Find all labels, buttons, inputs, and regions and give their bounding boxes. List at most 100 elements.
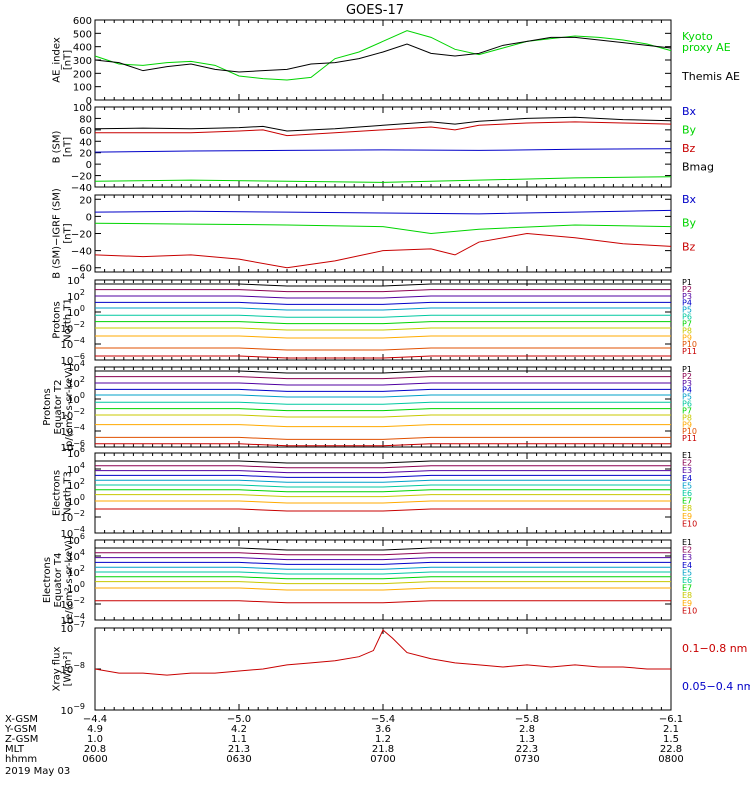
y-axis-label: [nT] — [63, 50, 74, 70]
y-tick-exponent: 4 — [80, 272, 85, 281]
series-line-e6 — [95, 484, 671, 488]
panel-frame — [94, 452, 672, 534]
legend-entry: E2 — [682, 546, 692, 555]
y-tick-label: 100 — [73, 83, 92, 94]
series-line-p7 — [95, 321, 671, 325]
legend-entry: E7 — [682, 497, 692, 506]
series-line-e9 — [95, 587, 671, 591]
y-tick-exponent: −4 — [73, 423, 85, 432]
series-line-p5 — [95, 394, 671, 398]
y-tick-label: 20 — [79, 149, 92, 160]
series-line-kyoto — [94, 30, 672, 81]
series-line-e10 — [95, 600, 671, 604]
legend-entry: E3 — [682, 553, 692, 562]
x-axis-tick-value: 2.1 — [663, 724, 679, 735]
legend-entry: P9 — [682, 333, 692, 342]
series-line-e2 — [95, 465, 671, 469]
legend-entry: Bz — [682, 240, 696, 253]
x-axis-tick-value: 4.2 — [231, 724, 247, 735]
legend-entry: P6 — [682, 313, 692, 322]
series-line-bx — [94, 209, 672, 215]
y-tick-exponent: −4 — [73, 612, 85, 621]
legend-entry: P11 — [682, 347, 697, 356]
y-tick-exponent: 4 — [80, 548, 85, 557]
x-axis-tick-value: 1.2 — [375, 734, 391, 745]
y-tick-exponent: −9 — [73, 702, 85, 711]
series-line-p10 — [95, 347, 671, 351]
legend-entry: P10 — [682, 340, 697, 349]
legend-entry: P2 — [682, 372, 692, 381]
series-line-e10 — [95, 508, 671, 512]
y-tick-exponent: −4 — [73, 525, 85, 534]
panel-frame — [94, 627, 672, 711]
series-line-p11 — [95, 443, 671, 447]
legend-entry: P10 — [682, 427, 697, 436]
series-line-e1 — [95, 460, 671, 464]
y-tick-label: 300 — [73, 56, 92, 67]
y-tick-label: 0 — [86, 160, 92, 171]
legend-entry: P6 — [682, 400, 692, 409]
y-axis-label: [e/(cm²-s-sr-keV)] — [64, 536, 75, 624]
y-tick-label: 20 — [79, 195, 92, 206]
series-line-e7 — [95, 489, 671, 493]
y-tick-label: 10−9 — [60, 702, 85, 717]
x-axis-tick-value: 21.3 — [228, 744, 250, 755]
x-axis-tick-value: 2.8 — [519, 724, 535, 735]
series-line-e2 — [95, 552, 671, 556]
series-line-p8 — [95, 414, 671, 418]
x-axis-tick-value: −5.4 — [371, 714, 395, 725]
legend-entry: E4 — [682, 474, 692, 483]
y-tick-exponent: 4 — [80, 461, 85, 470]
y-tick-exponent: 0 — [80, 493, 85, 502]
series-line-p6 — [95, 401, 671, 405]
legend-entry: E6 — [682, 576, 692, 585]
legend-entry: 0.1−0.8 nm — [682, 642, 747, 655]
series-line-bx — [94, 148, 672, 153]
series-line-by — [94, 222, 672, 235]
legend-entry: By — [682, 217, 697, 230]
y-axis-label: Protons — [42, 388, 53, 425]
y-tick-exponent: 0 — [80, 304, 85, 313]
y-tick-label: −20 — [71, 230, 92, 241]
legend-entry: E8 — [682, 591, 692, 600]
legend-entry: E10 — [682, 519, 697, 528]
legend-entry: P4 — [682, 299, 692, 308]
legend-entry: P1 — [682, 365, 692, 374]
x-axis-tick-value: 1.0 — [87, 734, 103, 745]
y-tick-label: 600 — [73, 16, 92, 27]
x-axis-row-label: Z-GSM — [5, 734, 38, 745]
series-line-p4 — [95, 301, 671, 305]
y-tick-exponent: 2 — [80, 375, 85, 384]
legend-entry: P7 — [682, 319, 692, 328]
series-line-p2 — [95, 289, 671, 293]
y-tick-exponent: −2 — [73, 596, 85, 605]
y-axis-label: Electrons — [42, 557, 53, 603]
series-line-e6 — [95, 571, 671, 575]
y-tick-exponent: 6 — [80, 532, 85, 541]
y-tick-exponent: 2 — [80, 288, 85, 297]
legend-entry: P5 — [682, 306, 692, 315]
y-axis-label: Equator T4 — [53, 553, 64, 608]
series-line-p3 — [95, 295, 671, 299]
y-axis-label: North T3 — [63, 471, 74, 515]
legend-entry: Kyoto — [682, 30, 713, 43]
legend-entry: P4 — [682, 386, 692, 395]
series-line-e9 — [95, 500, 671, 504]
series-line-p5 — [95, 307, 671, 311]
legend-entry: P11 — [682, 434, 697, 443]
y-tick-label: −60 — [71, 264, 92, 275]
x-axis-tick-value: 0700 — [370, 754, 395, 765]
series-line-p2 — [95, 376, 671, 380]
series-line-e5 — [95, 566, 671, 570]
legend-entry: P9 — [682, 420, 692, 429]
legend-entry: Bx — [682, 193, 697, 206]
x-axis-tick-value: −6.1 — [659, 714, 683, 725]
legend-entry: P3 — [682, 379, 692, 388]
x-axis-tick-value: 0630 — [226, 754, 251, 765]
y-axis-label: North T1 — [63, 298, 74, 342]
